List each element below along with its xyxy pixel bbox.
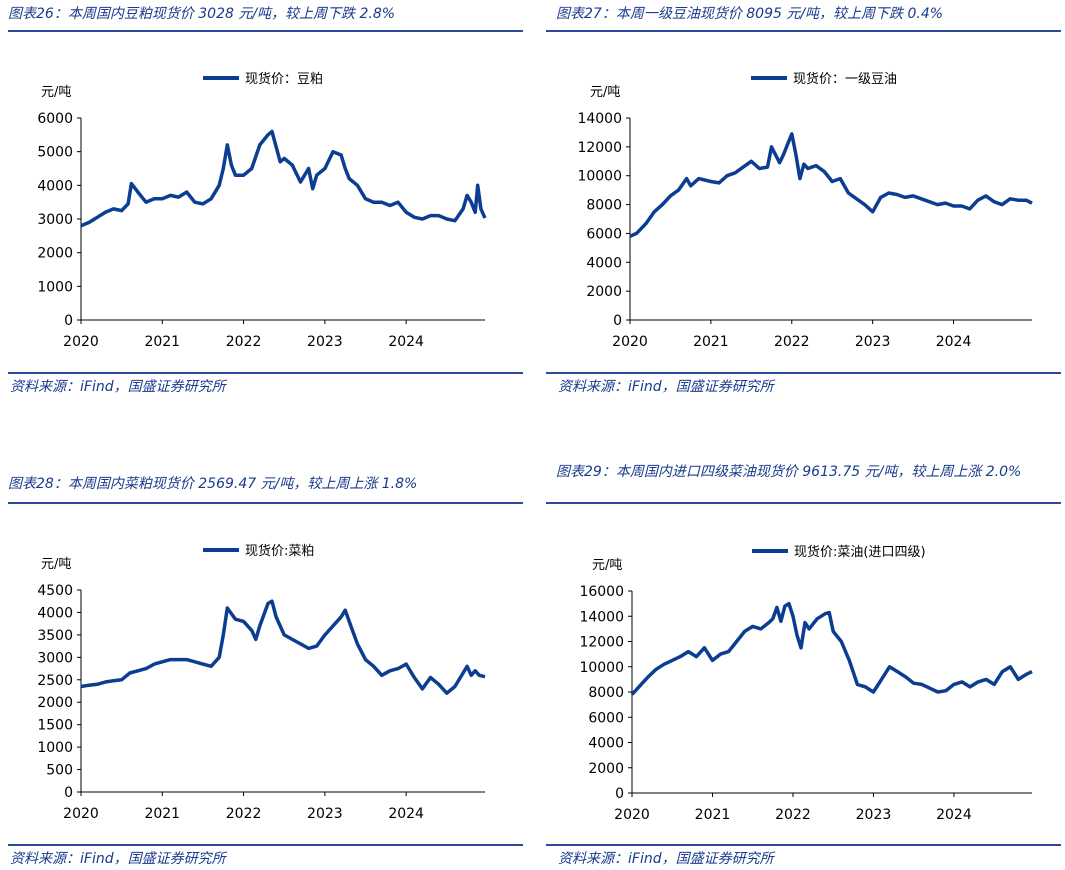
title-rule xyxy=(8,30,523,32)
x-tick-label: 2021 xyxy=(695,807,731,823)
figure-title: 图表29：本周国内进口四级菜油现货价 9613.75 元/吨，较上周上涨 2.0… xyxy=(556,464,1022,480)
x-tick-label: 2023 xyxy=(856,807,892,823)
figure-title: 图表28：本周国内菜粕现货价 2569.47 元/吨，较上周上涨 1.8% xyxy=(8,476,418,492)
x-tick-label: 2020 xyxy=(612,334,648,350)
y-tick-label: 2500 xyxy=(37,673,73,689)
x-tick-label: 2021 xyxy=(144,334,180,350)
y-tick-label: 2000 xyxy=(37,695,73,711)
y-tick-label: 12000 xyxy=(579,635,624,651)
y-tick-label: 4000 xyxy=(586,255,622,271)
title-rule xyxy=(546,502,1061,504)
x-tick-label: 2023 xyxy=(307,334,343,350)
y-unit-label: 元/吨 xyxy=(592,558,622,573)
y-tick-label: 4000 xyxy=(588,736,624,752)
y-tick-label: 0 xyxy=(64,785,73,801)
source-note: 资料来源：iFind，国盛证券研究所 xyxy=(558,379,774,395)
x-tick-label: 2021 xyxy=(693,334,729,350)
y-tick-label: 6000 xyxy=(37,111,73,127)
y-tick-label: 6000 xyxy=(586,226,622,242)
x-tick-label: 2021 xyxy=(144,806,180,822)
y-tick-label: 0 xyxy=(615,786,624,802)
series-line xyxy=(630,601,1033,696)
y-tick-label: 3500 xyxy=(37,628,73,644)
legend-label: 现货价：豆粕 xyxy=(245,71,323,87)
x-tick-label: 2023 xyxy=(855,334,891,350)
x-tick-label: 2022 xyxy=(775,807,811,823)
x-tick-label: 2024 xyxy=(936,334,972,350)
chart-panel-29: 图表29：本周国内进口四级菜油现货价 9613.75 元/吨，较上周上涨 2.0… xyxy=(546,460,1061,870)
x-tick-label: 2024 xyxy=(936,807,972,823)
chart-panel-28: 图表28：本周国内菜粕现货价 2569.47 元/吨，较上周上涨 1.8% 元/… xyxy=(8,470,523,870)
y-tick-label: 6000 xyxy=(588,710,624,726)
y-tick-label: 14000 xyxy=(577,111,622,127)
y-tick-label: 10000 xyxy=(577,169,622,185)
line-chart: 元/吨 现货价:菜油(进口四级) 0 2000 4000 6000 8000 10000 120… xyxy=(579,544,1033,823)
title-rule xyxy=(546,30,1061,32)
line-chart: 元/吨 现货价：一级豆油 0 2000 4000 6000 8000 10000 12000 14… xyxy=(577,71,1033,350)
y-tick-label: 4000 xyxy=(37,178,73,194)
x-tick-label: 2022 xyxy=(226,806,262,822)
series-line xyxy=(80,599,486,695)
y-tick-label: 1500 xyxy=(37,718,73,734)
x-tick-label: 2020 xyxy=(614,807,650,823)
chart-panel-26: 图表26：本周国内豆粕现货价 3028 元/吨，较上周下跌 2.8% 元/吨 现货… xyxy=(8,0,523,400)
y-tick-label: 3000 xyxy=(37,650,73,666)
figure-title: 图表27：本周一级豆油现货价 8095 元/吨，较上周下跌 0.4% xyxy=(556,6,944,22)
y-tick-label: 2000 xyxy=(37,246,73,262)
x-tick-label: 2020 xyxy=(63,806,99,822)
y-tick-label: 4000 xyxy=(37,605,73,621)
y-tick-label: 1000 xyxy=(37,279,73,295)
line-chart: 元/吨 现货价:菜粕 0 500 1000 1500 2000 2500 3000 3500 400… xyxy=(37,543,486,822)
y-tick-label: 14000 xyxy=(579,609,624,625)
y-tick-label: 500 xyxy=(46,763,73,779)
y-tick-label: 8000 xyxy=(586,198,622,214)
y-tick-label: 2000 xyxy=(588,761,624,777)
y-tick-label: 12000 xyxy=(577,140,622,156)
y-tick-label: 3000 xyxy=(37,212,73,228)
y-tick-label: 5000 xyxy=(37,145,73,161)
y-tick-label: 2000 xyxy=(586,284,622,300)
y-tick-label: 16000 xyxy=(579,584,624,600)
chart-panel-27: 图表27：本周一级豆油现货价 8095 元/吨，较上周下跌 0.4% 元/吨 现货… xyxy=(546,0,1061,400)
series-line xyxy=(629,132,1033,238)
source-note: 资料来源：iFind，国盛证券研究所 xyxy=(558,851,774,867)
source-note: 资料来源：iFind，国盛证券研究所 xyxy=(10,379,226,395)
legend-label: 现货价:菜油(进口四级) xyxy=(794,544,926,560)
x-tick-label: 2020 xyxy=(63,334,99,350)
y-unit-label: 元/吨 xyxy=(41,557,71,572)
source-rule xyxy=(546,844,1061,846)
y-unit-label: 元/吨 xyxy=(41,85,71,100)
y-tick-label: 1000 xyxy=(37,740,73,756)
y-tick-label: 8000 xyxy=(588,685,624,701)
source-rule xyxy=(8,844,523,846)
figure-title: 图表26：本周国内豆粕现货价 3028 元/吨，较上周下跌 2.8% xyxy=(8,6,396,22)
legend-label: 现货价:菜粕 xyxy=(245,543,314,559)
legend-label: 现货价：一级豆油 xyxy=(793,71,897,87)
x-tick-label: 2024 xyxy=(388,334,424,350)
series-line xyxy=(80,129,487,228)
y-unit-label: 元/吨 xyxy=(590,85,620,100)
source-rule xyxy=(546,372,1061,374)
title-rule xyxy=(8,502,523,504)
y-tick-label: 4500 xyxy=(37,583,73,599)
y-tick-label: 0 xyxy=(64,313,73,329)
x-tick-label: 2022 xyxy=(774,334,810,350)
source-rule xyxy=(8,372,523,374)
line-chart: 元/吨 现货价：豆粕 0 1000 2000 3000 4000 5000 6000 2020 20… xyxy=(37,71,487,350)
x-tick-label: 2024 xyxy=(388,806,424,822)
y-tick-label: 0 xyxy=(613,313,622,329)
y-tick-label: 10000 xyxy=(579,660,624,676)
x-tick-label: 2022 xyxy=(226,334,262,350)
x-tick-label: 2023 xyxy=(307,806,343,822)
source-note: 资料来源：iFind，国盛证券研究所 xyxy=(10,851,226,867)
